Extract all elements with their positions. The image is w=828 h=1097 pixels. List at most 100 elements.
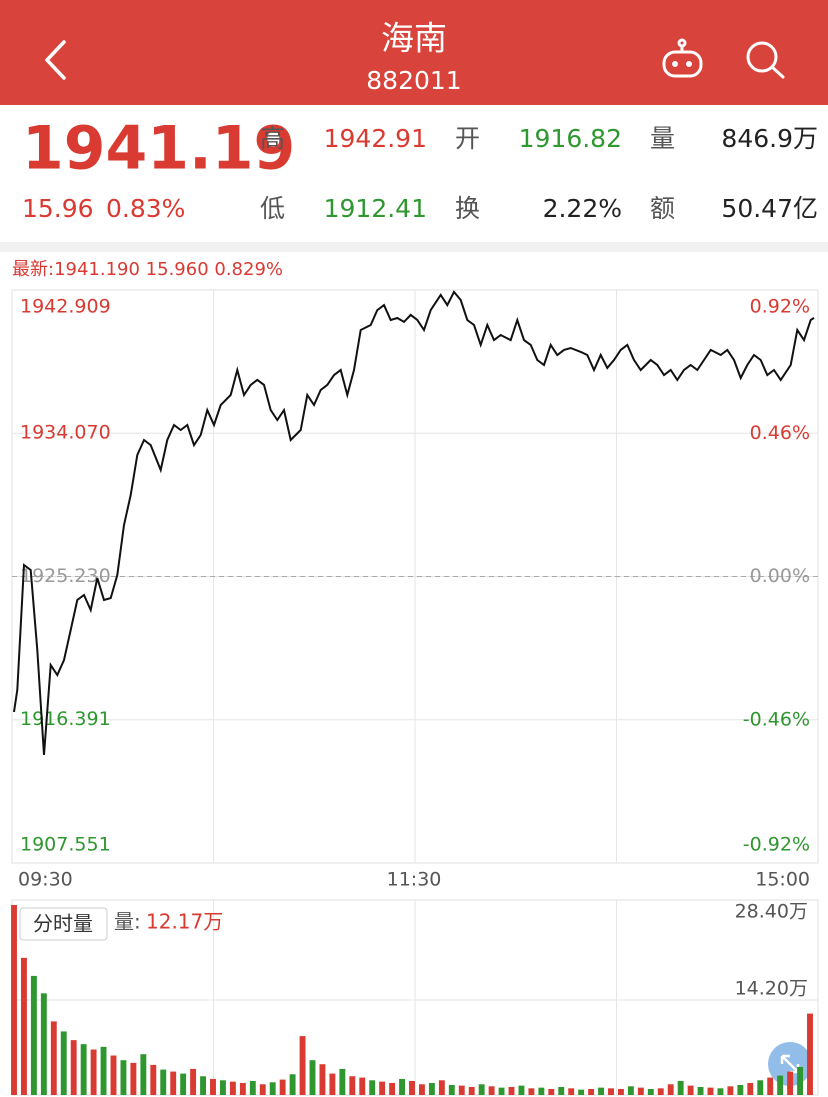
volume-bar [269, 1082, 276, 1095]
volume-bar [200, 1076, 206, 1095]
volume-bar [249, 1080, 256, 1095]
field-label: 开 [455, 124, 480, 153]
price-change: 15.96 [22, 194, 94, 223]
volume-bar [120, 1060, 127, 1095]
x-tick-label: 11:30 [387, 869, 442, 891]
y-tick-label: 1942.909 [20, 296, 111, 318]
separator [0, 242, 828, 252]
last-price: 1941.19 [22, 114, 295, 184]
volume-bar [687, 1085, 694, 1095]
quote-panel: 1941.19 15.96 0.83% [22, 114, 295, 223]
volume-bar [100, 1046, 107, 1095]
x-tick-label: 15:00 [755, 869, 810, 891]
volume-bar [627, 1086, 634, 1095]
volume-tab[interactable] [19, 907, 108, 941]
field-value: 1916.82 [519, 124, 622, 153]
volume-bar [180, 1073, 187, 1095]
volume-bar [528, 1088, 535, 1095]
field-label: 额 [650, 194, 675, 223]
y2-tick-label: 0.46% [750, 422, 810, 444]
volume-bar [677, 1080, 684, 1095]
y-tick-label: 1907.551 [20, 834, 111, 856]
volume-bar [667, 1084, 674, 1095]
volume-bar [458, 1085, 465, 1095]
volume-bar [548, 1088, 555, 1095]
x-tick-label: 09:30 [18, 869, 73, 891]
volume-bar [80, 1044, 87, 1095]
volume-bar [608, 1088, 614, 1095]
field-value: 50.47亿 [721, 194, 818, 223]
volume-bar [777, 1075, 784, 1095]
y2-tick-label: -0.46% [743, 708, 810, 730]
volume-bar [727, 1086, 734, 1095]
volume-bar [70, 1040, 77, 1095]
volume-bar [90, 1049, 97, 1095]
volume-bar [140, 1054, 147, 1095]
volume-bar [11, 905, 17, 1095]
volume-latest: 12.17万 [146, 910, 223, 934]
y-tick-label: 1916.391 [20, 708, 111, 730]
volume-bar [229, 1081, 236, 1095]
volume-bar [657, 1088, 664, 1095]
volume-bar [160, 1069, 167, 1095]
field-label: 换 [455, 194, 480, 223]
volume-tab-label: 分时量 [33, 912, 93, 936]
volume-bar [21, 957, 27, 1095]
volume-bar [279, 1079, 286, 1095]
field-label: 低 [260, 194, 285, 223]
y2-tick-label: 0.00% [750, 565, 810, 587]
y-tick-label: 1934.070 [20, 422, 111, 444]
volume-label: 量: [114, 910, 141, 934]
volume-bar [498, 1087, 505, 1095]
volume-bar [399, 1078, 405, 1095]
volume-bar [588, 1088, 595, 1095]
volume-bar [259, 1084, 266, 1095]
volume-bar [289, 1074, 296, 1095]
volume-bar [508, 1086, 515, 1095]
volume-bar [767, 1077, 774, 1095]
volume-bar [518, 1085, 525, 1095]
volume-bar [389, 1082, 396, 1095]
volume-bar [60, 1031, 67, 1095]
volume-bar [488, 1086, 495, 1095]
price-change-pct: 0.83% [106, 194, 185, 223]
volume-bar [797, 1066, 803, 1095]
y-tick-label: 14.20万 [735, 978, 808, 1000]
volume-bar [409, 1080, 415, 1095]
volume-bar [558, 1086, 565, 1095]
back-button[interactable] [45, 40, 66, 80]
volume-bar [110, 1055, 117, 1095]
field-value: 1912.41 [324, 194, 427, 223]
field-label: 高 [260, 124, 285, 153]
volume-bar [210, 1078, 216, 1095]
volume-bar [30, 975, 37, 1095]
volume-bar [438, 1080, 445, 1095]
volume-bar [130, 1062, 137, 1095]
volume-bar [349, 1076, 356, 1095]
volume-bar [578, 1089, 585, 1095]
robot-button[interactable] [662, 38, 703, 78]
volume-bar [807, 1013, 813, 1095]
volume-bar [717, 1088, 724, 1095]
volume-bar [50, 1021, 57, 1095]
volume-bar [150, 1064, 157, 1095]
page-title: 海南 [381, 19, 447, 58]
volume-bar [299, 1036, 306, 1095]
volume-bar [538, 1087, 545, 1095]
volume-bar [419, 1084, 425, 1095]
volume-bar [369, 1080, 376, 1095]
volume-bar [379, 1081, 386, 1095]
volume-bar [309, 1060, 316, 1095]
volume-bar [787, 1071, 794, 1095]
field-value: 1942.91 [324, 124, 427, 153]
volume-bar [707, 1087, 714, 1095]
volume-bar [190, 1068, 197, 1095]
volume-bar [598, 1087, 604, 1095]
volume-bar [428, 1082, 435, 1095]
y-tick-label: 28.40万 [735, 901, 808, 923]
search-button[interactable] [746, 41, 785, 79]
volume-bar [239, 1082, 246, 1095]
volume-bar [637, 1087, 644, 1095]
volume-bar [478, 1084, 485, 1095]
